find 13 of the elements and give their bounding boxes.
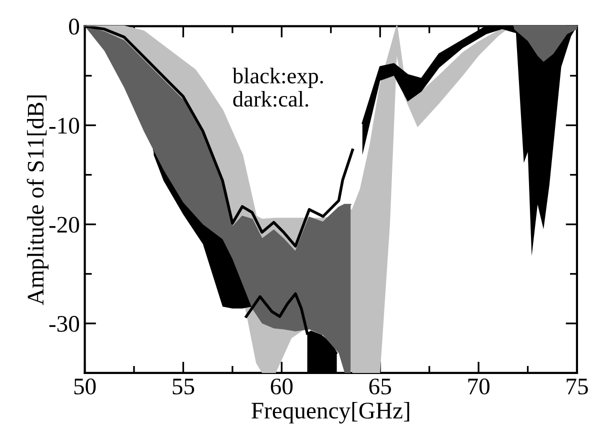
x-tick-label: 55 (172, 378, 194, 394)
x-tick-label: 65 (369, 378, 391, 394)
x-axis-title: Frequency[GHz] (252, 402, 410, 424)
annotation: black:exp. dark:cal. (232, 68, 323, 107)
y-tick-label: 0 (69, 18, 80, 35)
y-tick-label: -10 (49, 118, 80, 134)
x-tick-label: 50 (74, 378, 96, 394)
y-axis-title: Amplitude of S11[dB] (26, 96, 48, 306)
x-tick-label: 75 (566, 378, 588, 394)
y-tick-label: -20 (49, 216, 80, 233)
x-tick-label: 70 (468, 378, 490, 394)
y-tick-label: -30 (49, 316, 80, 332)
x-tick-label: 60 (270, 378, 293, 394)
